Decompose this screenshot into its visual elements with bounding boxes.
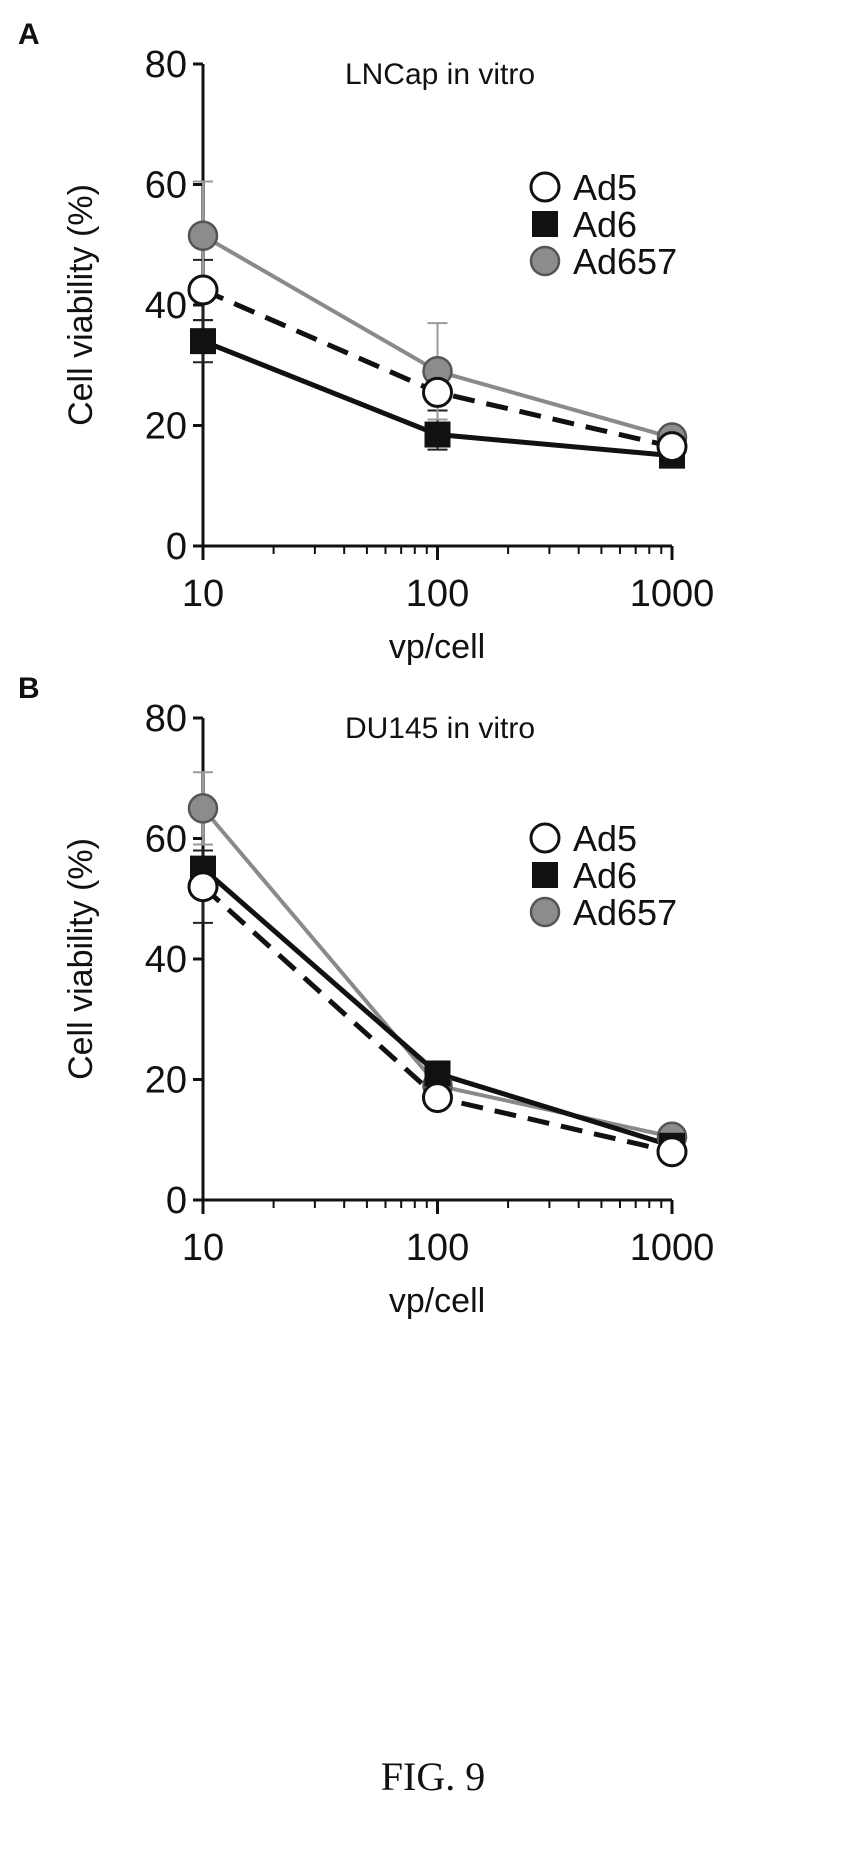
y-axis-label: Cell viability (%)	[62, 184, 100, 426]
x-tick-label: 10	[182, 573, 224, 615]
data-point-ad657	[187, 793, 219, 824]
y-tick-label: 0	[166, 1180, 187, 1222]
y-tick-label: 40	[145, 285, 187, 327]
legend-marker-ad657	[529, 245, 561, 277]
legend-marker-ad5	[529, 171, 561, 203]
legend-label-ad6: Ad6	[573, 204, 637, 245]
data-point-ad657	[187, 220, 219, 251]
x-axis-label: vp/cell	[389, 1282, 485, 1320]
y-tick-label: 20	[145, 406, 187, 448]
x-tick-label: 1000	[630, 1227, 715, 1269]
x-tick-label: 100	[406, 1227, 469, 1269]
legend-marker-ad657	[529, 896, 561, 928]
figure-label: FIG. 9	[381, 1754, 485, 1799]
y-tick-label: 80	[145, 44, 187, 86]
x-tick-label: 1000	[630, 573, 715, 615]
data-point-ad5	[656, 1136, 688, 1168]
data-point-ad5	[422, 1082, 453, 1114]
y-tick-label: 60	[145, 819, 187, 861]
panel-label: A	[18, 18, 40, 51]
legend-marker-ad5	[529, 822, 561, 854]
data-point-ad5	[422, 376, 453, 408]
data-point-ad5	[187, 871, 219, 903]
legend-label-ad657: Ad657	[573, 892, 677, 933]
legend-label-ad6: Ad6	[573, 855, 637, 896]
x-tick-label: 100	[406, 573, 469, 615]
x-axis-label: vp/cell	[389, 628, 485, 666]
legend-label-ad5: Ad5	[573, 167, 637, 208]
panel-b-chart: B DU145 in vitro 0 20 40 60 80 10 100 1000 vp/cell…	[18, 672, 714, 1320]
y-tick-label: 40	[145, 939, 187, 981]
y-tick-label: 60	[145, 165, 187, 207]
y-tick-label: 0	[166, 526, 187, 568]
data-point-ad6	[190, 328, 216, 355]
y-axis-label: Cell viability (%)	[62, 838, 100, 1080]
panel-label: B	[18, 672, 40, 705]
y-tick-label: 20	[145, 1060, 187, 1102]
legend-label-ad5: Ad5	[573, 818, 637, 859]
data-point-ad5	[187, 274, 219, 306]
y-tick-label: 80	[145, 698, 187, 740]
data-point-ad6	[424, 421, 451, 448]
legend-marker-ad6	[532, 211, 558, 237]
legend-marker-ad6	[532, 862, 558, 888]
panel-a-chart: A LNCap in vitro 0 20 40 60 80 10 100 1000 vp/cell…	[18, 18, 714, 666]
legend-label-ad657: Ad657	[573, 241, 677, 282]
chart-title: LNCap in vitro	[345, 58, 535, 91]
x-tick-label: 10	[182, 1227, 224, 1269]
data-point-ad5	[656, 431, 688, 463]
chart-title: DU145 in vitro	[345, 712, 535, 745]
